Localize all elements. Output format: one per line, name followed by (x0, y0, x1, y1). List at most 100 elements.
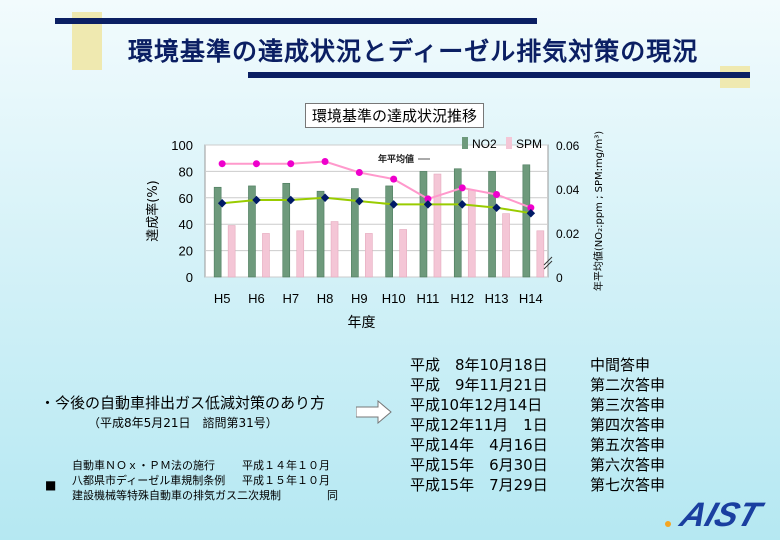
legend-swatch-spm (506, 137, 512, 149)
spm-bar (536, 230, 545, 278)
report-date: 平成10年12月14日 (410, 396, 543, 414)
regulation-date: 平成１５年１０月 (242, 474, 330, 487)
report-date: 平成15年 6月30日 (410, 456, 548, 474)
achievement-chart: 0 20 40 60 80 100 0 0.02 0.04 0.06 H5 H6 H7 H8 H9 H10 H1… (145, 131, 605, 331)
policy-subheading: （平成8年5月21日 諮問第31号） (88, 416, 278, 430)
report-date: 平成14年 4月16日 (410, 436, 548, 454)
no2-avg-point (217, 199, 227, 208)
regulation-name: 八都県市ディーゼル車規制条例 (72, 474, 226, 487)
no2-bar (351, 188, 359, 278)
spm-bar (227, 225, 236, 278)
spm-avg-line (222, 160, 532, 209)
no2-avg-line (222, 196, 532, 215)
x-tick-label: H9 (351, 291, 368, 306)
bullet-icon: ■ (45, 478, 57, 492)
no2-bar (453, 168, 462, 278)
spm-avg-point (287, 160, 295, 168)
spm-bar (330, 221, 339, 278)
y2-tick-label: 0.04 (556, 183, 580, 197)
y-tick-label: 0 (186, 270, 193, 285)
no2-avg-point (286, 195, 295, 205)
legend-label-no2: NO2 (472, 137, 497, 151)
spm-bar (399, 229, 407, 278)
spm-avg-point (527, 204, 535, 212)
no2-bar (213, 186, 222, 278)
spm-avg-point (493, 191, 501, 198)
y-tick-label: 20 (179, 244, 193, 259)
spm-avg-point (424, 195, 432, 203)
report-label: 中間答申 (590, 356, 651, 374)
regulation-date: 同 (327, 489, 338, 502)
report-label: 第五次答申 (590, 436, 666, 454)
no2-bar (522, 164, 531, 278)
report-label: 第四次答申 (590, 416, 666, 434)
spm-bar (262, 233, 270, 278)
regulation-date: 平成１４年１０月 (242, 459, 330, 472)
legend-label-spm: SPM (516, 137, 542, 151)
x-tick-label: H11 (417, 291, 440, 306)
x-tick-label: H13 (485, 291, 509, 306)
no2-bar (282, 182, 291, 278)
report-date: 平成 9年11月21日 (410, 376, 548, 394)
list-item: 平成12年11月 1日 第四次答申 (410, 415, 665, 435)
axis-break-mark (543, 260, 553, 270)
list-item: 平成15年 6月30日 第六次答申 (410, 455, 665, 475)
no2-avg-point (526, 208, 536, 218)
no2-bar (385, 185, 393, 278)
report-date: 平成15年 7月29日 (410, 476, 548, 494)
spm-avg-point (321, 158, 329, 165)
no2-avg-point (355, 196, 364, 206)
x-tick-label: H8 (317, 291, 334, 306)
x-tick-label: H6 (248, 291, 265, 306)
no2-avg-point (389, 200, 398, 209)
report-list: 平成 8年10月18日 中間答申 平成 9年11月21日 第二次答申 平成10年12… (410, 355, 665, 495)
spm-avg-point (458, 184, 466, 192)
no2-bar (248, 185, 256, 278)
annotation-label: 年平均値 (378, 153, 414, 165)
title-rule-bottom (248, 72, 750, 78)
spm-avg-point (218, 160, 226, 168)
no2-bar (419, 171, 428, 278)
y-tick-label: 40 (179, 217, 193, 232)
regulation-name: 建設機械等特殊自動車の排気ガス二次規制 (72, 489, 281, 502)
report-label: 第三次答申 (590, 396, 666, 414)
x-tick-label: H14 (519, 291, 543, 306)
legend-swatch-no2 (462, 137, 468, 149)
no2-avg-point (423, 200, 433, 209)
spm-bar (433, 173, 442, 278)
report-label: 第七次答申 (590, 476, 666, 494)
spm-avg-point (252, 160, 260, 168)
report-date: 平成 8年10月18日 (410, 356, 548, 374)
y-axis-label: 達成率(%) (145, 180, 161, 242)
title-rule-top (55, 18, 537, 24)
y2-tick-label: 0 (556, 271, 563, 285)
report-date: 平成12年11月 1日 (410, 416, 548, 434)
axis-break-mark (543, 256, 553, 266)
spm-bar (365, 233, 373, 278)
no2-avg-point (320, 193, 330, 203)
list-item: 平成 8年10月18日 中間答申 (410, 355, 665, 375)
spm-bar (502, 213, 510, 278)
aist-logo: AIST (665, 496, 768, 534)
x-tick-label: H7 (282, 291, 299, 306)
no2-bar (316, 190, 325, 278)
list-item: 平成10年12月14日 第三次答申 (410, 395, 665, 415)
spm-bar (296, 230, 305, 278)
no2-bar (488, 171, 496, 278)
x-tick-label: H12 (450, 291, 474, 306)
y-tick-label: 100 (171, 138, 193, 153)
x-axis-label: 年度 (348, 315, 376, 331)
regulation-name: 自動車ＮＯｘ・ＰＭ法の施行 (72, 459, 215, 472)
right-arrow-icon (356, 400, 392, 424)
y-tick-label: 80 (179, 164, 193, 179)
list-item: 平成15年 7月29日 第七次答申 (410, 475, 665, 495)
list-item: 平成14年 4月16日 第五次答申 (410, 435, 665, 455)
regulation-list: 自動車ＮＯｘ・ＰＭ法の施行 平成１４年１０月 八都県市ディーゼル車規制条例 平成１５… (72, 458, 338, 503)
policy-heading: ・今後の自動車排出ガス低減対策のあり方 (40, 394, 326, 412)
list-item: 八都県市ディーゼル車規制条例 平成１５年１０月 (72, 473, 338, 488)
report-label: 第二次答申 (590, 376, 666, 394)
no2-avg-point (252, 195, 261, 205)
logo-text: AIST (675, 496, 768, 534)
spm-avg-point (390, 175, 398, 183)
report-label: 第六次答申 (590, 456, 666, 474)
